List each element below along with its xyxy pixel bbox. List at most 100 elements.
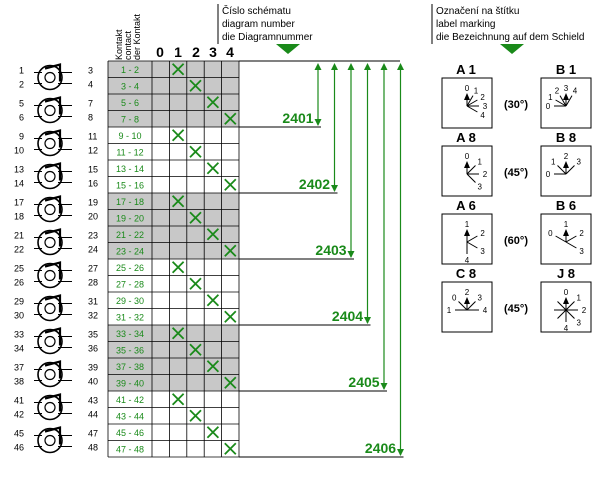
table-row: 9 - 10: [118, 129, 185, 142]
dial-position: 1: [548, 93, 553, 102]
wafer-hub: [44, 335, 56, 348]
dial-position: 2: [564, 152, 569, 161]
wafer-outer-ring: [37, 64, 63, 91]
wafer-hub: [44, 170, 56, 183]
wafer-rotor-arm: [44, 261, 62, 280]
terminal-number: 28: [88, 278, 98, 288]
bracket-arrow-down: [331, 185, 338, 192]
wafer-hub: [44, 236, 56, 249]
dial-spoke: [565, 309, 575, 319]
table-row: 19 - 20: [108, 209, 239, 226]
terminal-number: 14: [14, 179, 24, 189]
dial-spoke: [559, 95, 567, 107]
dial-spoke: [458, 301, 468, 311]
bracket-arrow-up: [331, 63, 338, 70]
bracket-arrow-up: [380, 63, 388, 70]
dial-position: 3: [478, 293, 483, 302]
terminal-number: 5: [19, 99, 24, 109]
row-shade: [108, 110, 239, 127]
diagram-bracket: 2402: [239, 63, 338, 194]
terminal-number: 7: [88, 99, 93, 109]
dial-spoke: [555, 235, 567, 243]
contact-closed-mark: [189, 343, 202, 356]
label-angle: (60°): [504, 235, 528, 247]
wafer-outer-ring: [37, 229, 63, 256]
label-header-arrow: [500, 44, 524, 54]
dial-position: 2: [582, 306, 587, 315]
diagram-header: Číslo schématu diagram number die Diagra…: [217, 4, 313, 54]
dial-position: 3: [577, 157, 582, 166]
dial-position: 3: [579, 247, 584, 256]
wafer-rotor-arm: [44, 294, 62, 313]
table-row: 33 - 34: [108, 325, 239, 342]
dial-spoke: [466, 95, 474, 107]
dial-spoke: [466, 165, 476, 175]
dial-pointer: [563, 93, 569, 100]
dial-position: 1: [474, 86, 479, 95]
terminal-number: 12: [88, 146, 98, 156]
row-shade: [108, 374, 239, 391]
wafer-outer-ring: [37, 196, 63, 223]
dial-position: 1: [447, 306, 452, 315]
table-row: 17 - 18: [108, 193, 239, 210]
label-header-de: die Bezeichnung auf dem Schield: [436, 32, 584, 43]
table-row: 15 - 16: [116, 178, 237, 191]
contact-header: Kontakt contact der Kontakt: [114, 13, 142, 60]
bracket-arrow-down: [347, 251, 355, 258]
dial-position: 2: [555, 86, 560, 95]
terminal-number: 48: [88, 443, 98, 453]
contact-closed-mark: [171, 327, 185, 340]
wafer-symbol: 5 6 7 8: [19, 96, 93, 124]
wafer-outer-ring: [37, 361, 63, 388]
label-name: A 6: [456, 198, 476, 213]
terminal-number: 10: [14, 146, 24, 156]
table-row: 5 - 6: [108, 94, 239, 111]
terminal-number: 21: [14, 231, 24, 241]
terminal-number: 6: [19, 113, 24, 123]
row-shade: [108, 325, 239, 342]
dial-pointer: [563, 161, 569, 168]
row-shade: [108, 77, 239, 94]
position-header-0: 0: [156, 44, 164, 60]
diagram-header-arrow: [276, 44, 300, 54]
wafer-symbol: 17 18 19 20: [14, 195, 98, 223]
bracket-arrow-up: [397, 63, 404, 70]
dial-position: 3: [577, 319, 582, 328]
contact-closed-mark: [206, 294, 220, 307]
table-row: 43 - 44: [116, 409, 202, 422]
wafer-outer-ring: [37, 97, 63, 124]
contact-closed-mark: [224, 310, 237, 323]
table-row: 7 - 8: [108, 110, 239, 127]
terminal-number: 11: [88, 132, 97, 142]
terminal-number: 2: [19, 80, 24, 90]
dial-position: 0: [546, 102, 551, 111]
terminal-number: 23: [88, 231, 98, 241]
label-name: J 8: [557, 266, 575, 281]
dial-position: 4: [465, 256, 470, 265]
contact-closed-mark: [171, 63, 185, 76]
terminal-number: 3: [88, 66, 93, 76]
dial-spoke: [555, 99, 567, 107]
wafer-symbol: 37 38 39 40: [14, 360, 98, 388]
contact-closed-mark: [171, 393, 185, 406]
wafer-symbol: 1 2 3 4: [19, 63, 93, 91]
wafer-outer-ring: [37, 163, 63, 190]
terminal-number: 4: [88, 80, 93, 90]
table-row: 37 - 38: [108, 358, 239, 375]
wafer-rotor-arm: [44, 96, 62, 115]
position-headers: 0 1 2 3 4: [156, 44, 234, 60]
dial-pointer: [464, 93, 470, 100]
terminal-number: 22: [14, 245, 24, 255]
wafer-hub: [44, 71, 56, 84]
contact-closed-mark: [224, 178, 237, 191]
diagram-number: 2405: [348, 374, 379, 390]
terminal-number: 40: [88, 377, 98, 387]
contact-label: 11 - 12: [116, 147, 143, 157]
label-row: A 6 1 2 3 4 (60°) B 6 0 1 2 3: [441, 198, 592, 265]
dial-spoke: [466, 173, 476, 183]
contact-label: 27 - 28: [116, 279, 144, 289]
contact-label: 19 - 20: [116, 213, 144, 223]
wafer-symbol: 13 14 15 16: [14, 162, 98, 190]
